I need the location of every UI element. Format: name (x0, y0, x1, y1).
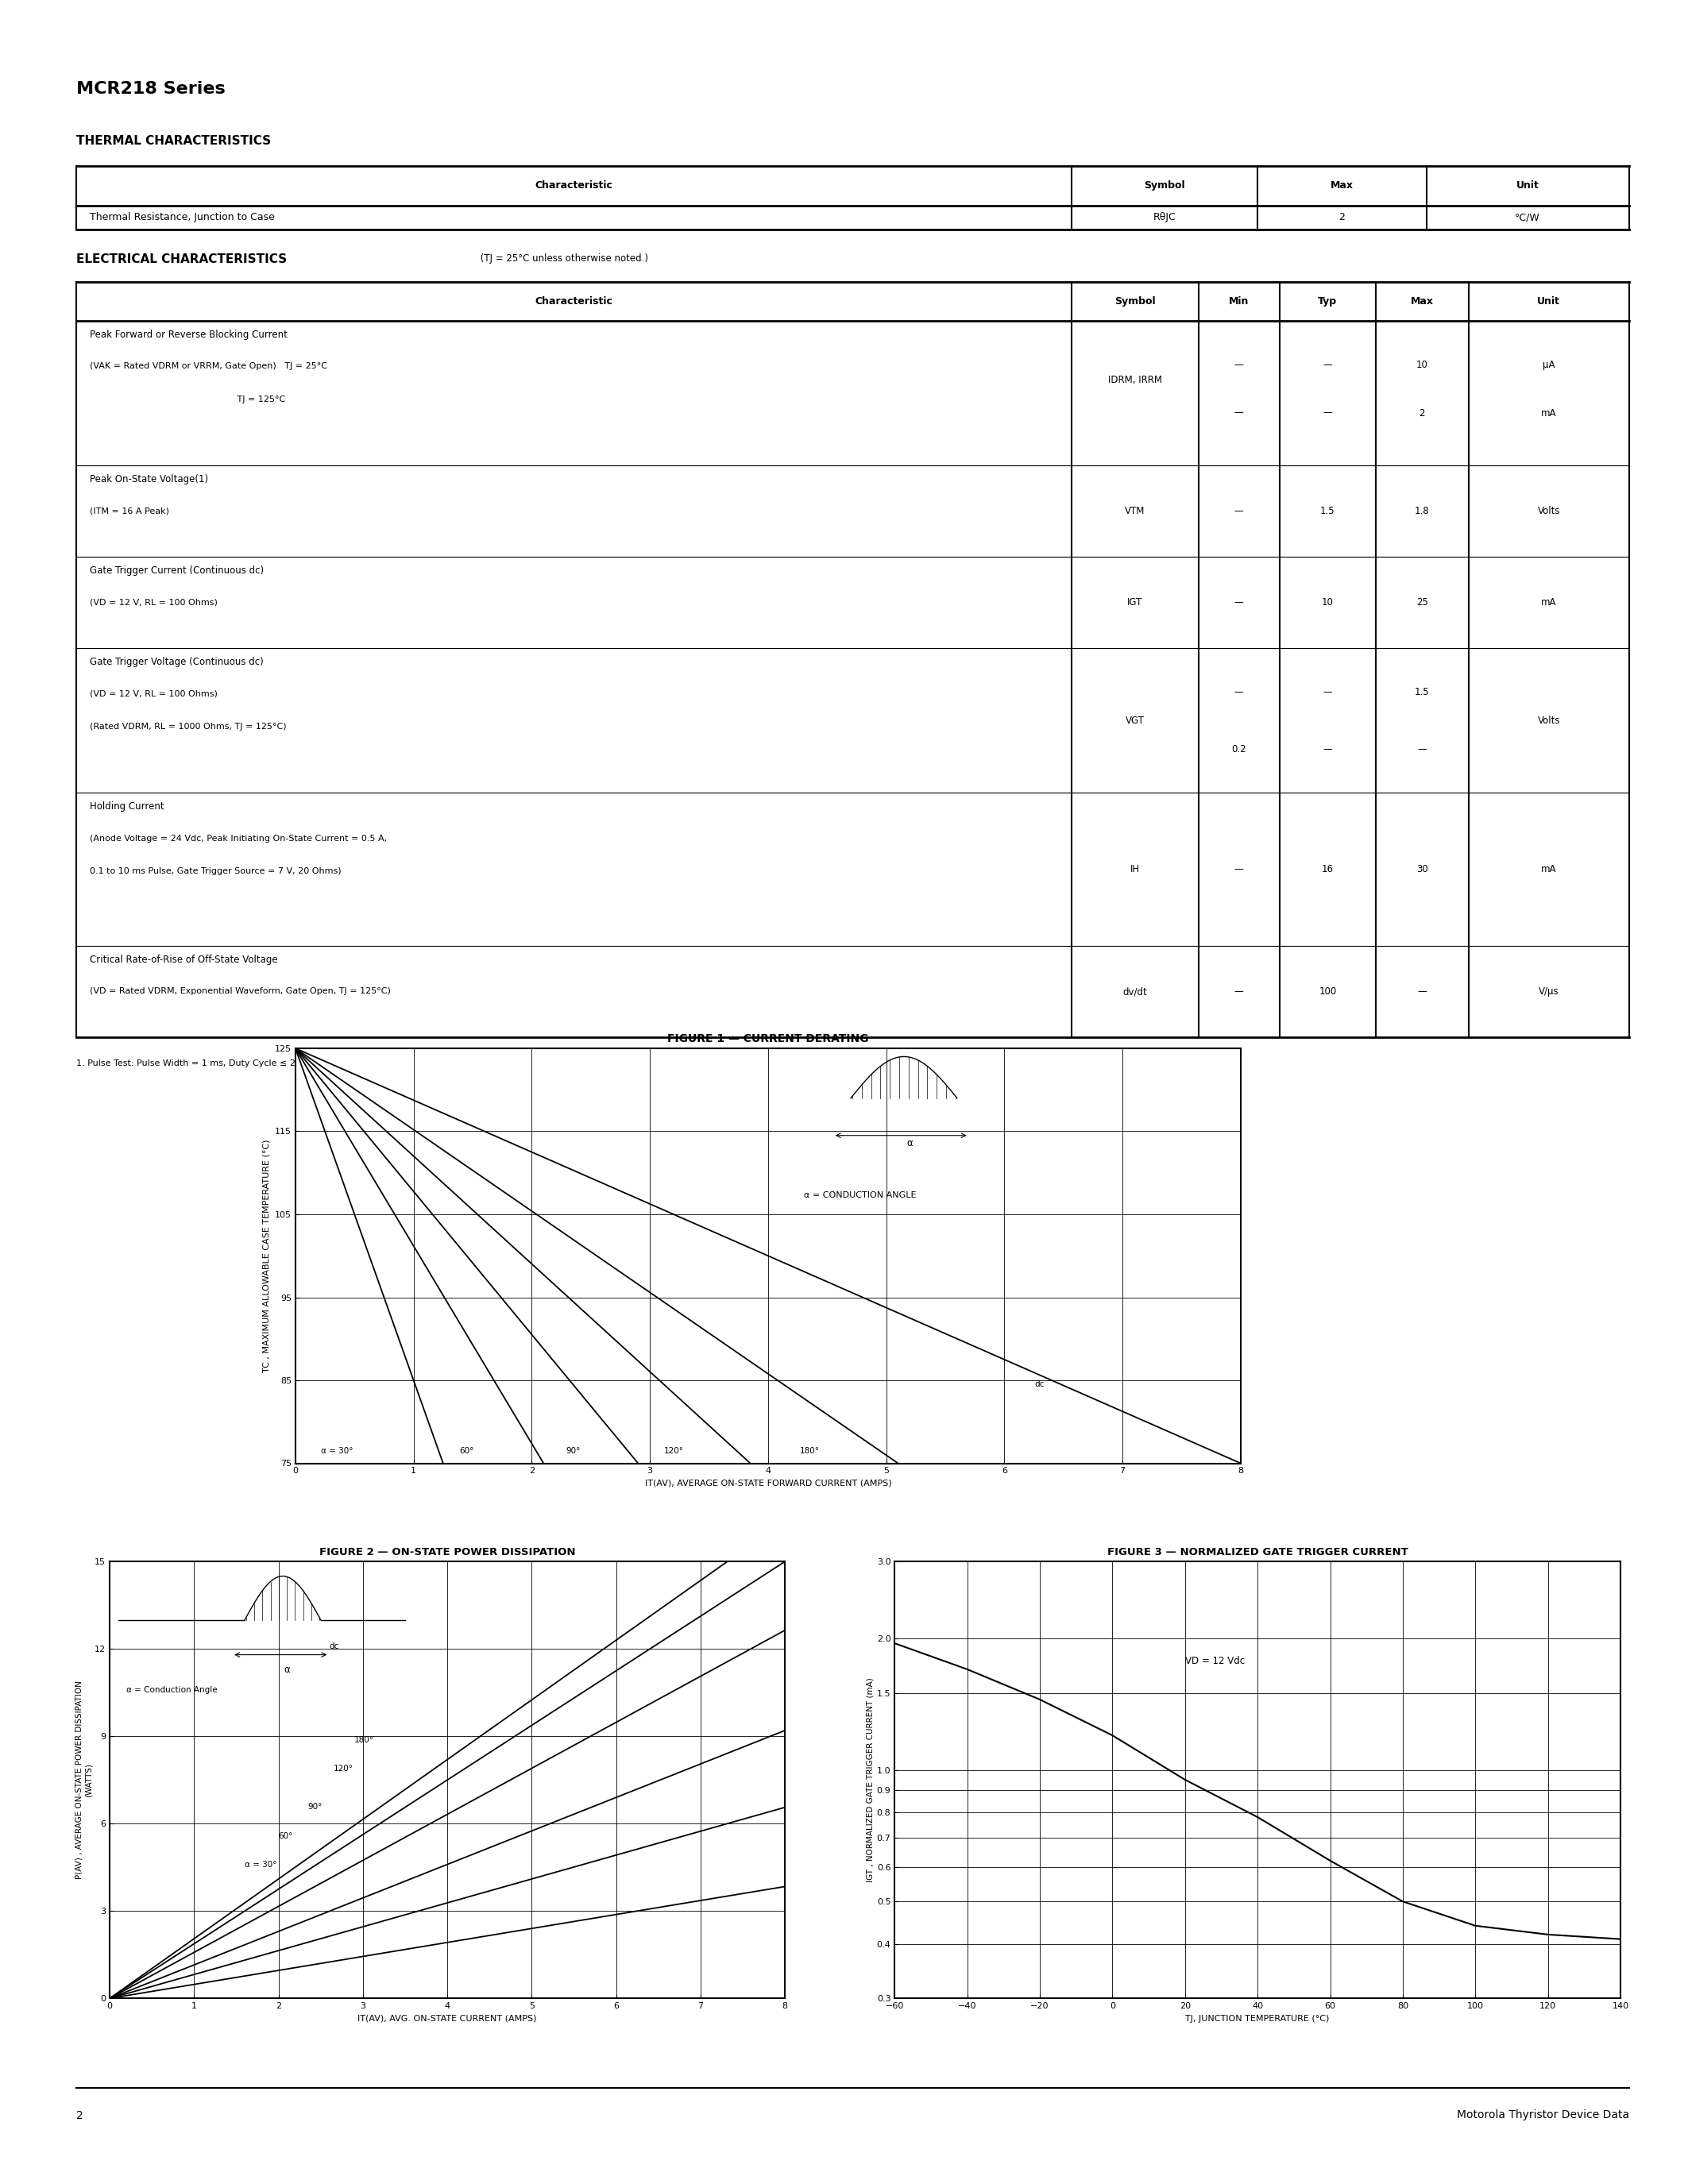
X-axis label: IT(AV), AVG. ON-STATE CURRENT (AMPS): IT(AV), AVG. ON-STATE CURRENT (AMPS) (358, 2014, 537, 2022)
Text: 120°: 120° (334, 1765, 353, 1773)
Text: dv/dt: dv/dt (1123, 987, 1148, 996)
Text: (VD = 12 V, RL = 100 Ohms): (VD = 12 V, RL = 100 Ohms) (89, 598, 218, 607)
Y-axis label: P(AV) , AVERAGE ON-STATE POWER DISSIPATION
(WATTS): P(AV) , AVERAGE ON-STATE POWER DISSIPATI… (76, 1682, 93, 1878)
Text: RθJC: RθJC (1153, 212, 1177, 223)
Text: Symbol: Symbol (1114, 297, 1156, 306)
Text: VTM: VTM (1126, 507, 1144, 515)
Text: IDRM, IRRM: IDRM, IRRM (1107, 376, 1161, 384)
Text: Max: Max (1411, 297, 1433, 306)
Text: 30: 30 (1416, 865, 1428, 874)
Text: Symbol: Symbol (1144, 181, 1185, 190)
Text: 2: 2 (1420, 408, 1425, 417)
Text: dc: dc (329, 1642, 339, 1651)
Text: Thermal Resistance, Junction to Case: Thermal Resistance, Junction to Case (89, 212, 275, 223)
Text: —: — (1234, 360, 1244, 369)
Text: —: — (1323, 408, 1332, 417)
Text: Motorola Thyristor Device Data: Motorola Thyristor Device Data (1457, 2110, 1629, 2121)
Text: ELECTRICAL CHARACTERISTICS: ELECTRICAL CHARACTERISTICS (76, 253, 287, 264)
Text: —: — (1234, 865, 1244, 874)
Title: FIGURE 2 — ON-STATE POWER DISSIPATION: FIGURE 2 — ON-STATE POWER DISSIPATION (319, 1546, 576, 1557)
Text: Gate Trigger Voltage (Continuous dc): Gate Trigger Voltage (Continuous dc) (89, 657, 263, 668)
Text: —: — (1234, 598, 1244, 607)
Text: Holding Current: Holding Current (89, 802, 164, 812)
Text: 1.5: 1.5 (1415, 688, 1430, 697)
Text: V/μs: V/μs (1538, 987, 1560, 996)
Text: α = 30°: α = 30° (245, 1861, 277, 1870)
Text: 180°: 180° (354, 1736, 375, 1743)
Text: —: — (1234, 507, 1244, 515)
Text: 100: 100 (1318, 987, 1337, 996)
Text: Volts: Volts (1538, 716, 1560, 725)
Text: 90°: 90° (307, 1802, 322, 1811)
Text: Critical Rate-of-Rise of Off-State Voltage: Critical Rate-of-Rise of Off-State Volta… (89, 954, 277, 965)
Text: 60°: 60° (459, 1448, 474, 1455)
Text: dc: dc (1035, 1380, 1045, 1389)
Text: IGT: IGT (1128, 598, 1143, 607)
Text: IH: IH (1131, 865, 1139, 874)
Text: 60°: 60° (279, 1832, 294, 1839)
Text: Max: Max (1330, 181, 1354, 190)
Text: 120°: 120° (663, 1448, 684, 1455)
Text: —: — (1418, 987, 1426, 996)
Text: α = 30°: α = 30° (321, 1448, 353, 1455)
Text: Typ: Typ (1318, 297, 1337, 306)
Text: 10: 10 (1416, 360, 1428, 369)
Text: 1.8: 1.8 (1415, 507, 1430, 515)
Text: 180°: 180° (800, 1448, 819, 1455)
Text: Volts: Volts (1538, 507, 1560, 515)
Text: TJ = 125°C: TJ = 125°C (89, 395, 285, 404)
Text: mA: mA (1541, 865, 1556, 874)
Text: (Rated VDRM, RL = 1000 Ohms, TJ = 125°C): (Rated VDRM, RL = 1000 Ohms, TJ = 125°C) (89, 723, 287, 732)
Text: —: — (1234, 408, 1244, 417)
Text: 0.2: 0.2 (1232, 745, 1246, 753)
Text: Characteristic: Characteristic (535, 297, 613, 306)
Title: FIGURE 1 — CURRENT DERATING: FIGURE 1 — CURRENT DERATING (667, 1033, 869, 1044)
Text: —: — (1234, 688, 1244, 697)
Text: (VD = Rated VDRM, Exponential Waveform, Gate Open, TJ = 125°C): (VD = Rated VDRM, Exponential Waveform, … (89, 987, 390, 996)
Text: —: — (1323, 745, 1332, 753)
Text: —: — (1323, 688, 1332, 697)
Text: α = CONDUCTION ANGLE: α = CONDUCTION ANGLE (803, 1190, 917, 1199)
Text: Gate Trigger Current (Continuous dc): Gate Trigger Current (Continuous dc) (89, 566, 263, 577)
Text: Unit: Unit (1516, 181, 1539, 190)
Text: 0.1 to 10 ms Pulse, Gate Trigger Source = 7 V, 20 Ohms): 0.1 to 10 ms Pulse, Gate Trigger Source … (89, 867, 341, 876)
Text: 2: 2 (1339, 212, 1345, 223)
Text: Peak On-State Voltage(1): Peak On-State Voltage(1) (89, 474, 208, 485)
Text: —: — (1323, 360, 1332, 369)
Text: Min: Min (1229, 297, 1249, 306)
X-axis label: TJ, JUNCTION TEMPERATURE (°C): TJ, JUNCTION TEMPERATURE (°C) (1185, 2014, 1330, 2022)
Text: 16: 16 (1322, 865, 1334, 874)
Text: THERMAL CHARACTERISTICS: THERMAL CHARACTERISTICS (76, 135, 270, 146)
Text: (VD = 12 V, RL = 100 Ohms): (VD = 12 V, RL = 100 Ohms) (89, 690, 218, 699)
Text: 25: 25 (1416, 598, 1428, 607)
Text: 2: 2 (76, 2110, 83, 2121)
Text: Peak Forward or Reverse Blocking Current: Peak Forward or Reverse Blocking Current (89, 330, 287, 341)
Text: α = Conduction Angle: α = Conduction Angle (127, 1686, 218, 1695)
Y-axis label: IGT , NORMALIZED GATE TRIGGER CURRENT (mA): IGT , NORMALIZED GATE TRIGGER CURRENT (m… (866, 1677, 874, 1883)
Text: mA: mA (1541, 598, 1556, 607)
Text: (Anode Voltage = 24 Vdc, Peak Initiating On-State Current = 0.5 A,: (Anode Voltage = 24 Vdc, Peak Initiating… (89, 834, 387, 843)
X-axis label: IT(AV), AVERAGE ON-STATE FORWARD CURRENT (AMPS): IT(AV), AVERAGE ON-STATE FORWARD CURRENT… (645, 1479, 891, 1487)
Text: α: α (284, 1664, 290, 1675)
Text: 1.5: 1.5 (1320, 507, 1335, 515)
Text: μA: μA (1543, 360, 1555, 369)
Title: FIGURE 3 — NORMALIZED GATE TRIGGER CURRENT: FIGURE 3 — NORMALIZED GATE TRIGGER CURRE… (1107, 1546, 1408, 1557)
Text: —: — (1234, 987, 1244, 996)
Text: MCR218 Series: MCR218 Series (76, 81, 225, 96)
Text: VGT: VGT (1126, 716, 1144, 725)
Text: 1. Pulse Test: Pulse Width = 1 ms, Duty Cycle ≤ 2%.: 1. Pulse Test: Pulse Width = 1 ms, Duty … (76, 1059, 307, 1068)
Text: (VAK = Rated VDRM or VRRM, Gate Open)   TJ = 25°C: (VAK = Rated VDRM or VRRM, Gate Open) TJ… (89, 363, 327, 371)
Text: °C/W: °C/W (1516, 212, 1539, 223)
Text: Characteristic: Characteristic (535, 181, 613, 190)
Text: VD = 12 Vdc: VD = 12 Vdc (1185, 1655, 1244, 1666)
Text: —: — (1418, 745, 1426, 753)
Text: mA: mA (1541, 408, 1556, 417)
Text: (TJ = 25°C unless otherwise noted.): (TJ = 25°C unless otherwise noted.) (478, 253, 648, 264)
Text: 90°: 90° (565, 1448, 581, 1455)
Text: α: α (906, 1138, 913, 1149)
Text: Unit: Unit (1538, 297, 1560, 306)
Text: 10: 10 (1322, 598, 1334, 607)
Text: (ITM = 16 A Peak): (ITM = 16 A Peak) (89, 507, 169, 515)
Y-axis label: TC , MAXIMUM ALLOWABLE CASE TEMPERATURE (°C): TC , MAXIMUM ALLOWABLE CASE TEMPERATURE … (262, 1140, 270, 1372)
